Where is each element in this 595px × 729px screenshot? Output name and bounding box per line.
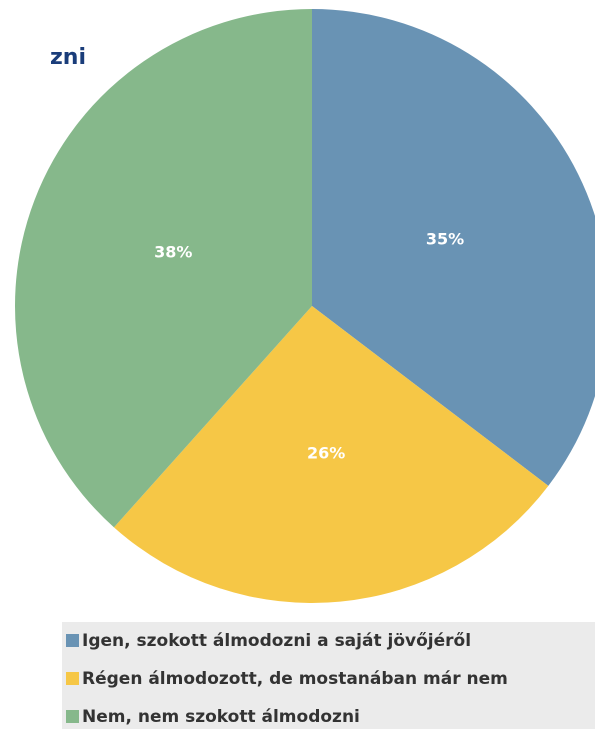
data-label: 26% [307,443,345,462]
data-label: 35% [426,230,464,249]
legend-swatch [66,634,79,647]
legend-label: Régen álmodozott, de mostanában már nem [82,669,508,689]
legend-box [62,622,595,729]
legend-label: Nem, nem szokott álmodozni [82,707,360,727]
legend-swatch [66,672,79,685]
data-label: 38% [154,243,192,262]
pie-slice [113,306,549,603]
pie-slice [14,9,312,528]
pie-slice [312,9,595,486]
legend-swatch [66,710,79,723]
legend-label: Igen, szokott álmodozni a saját jövőjérő… [82,631,471,651]
chart-title: zni [50,45,86,70]
